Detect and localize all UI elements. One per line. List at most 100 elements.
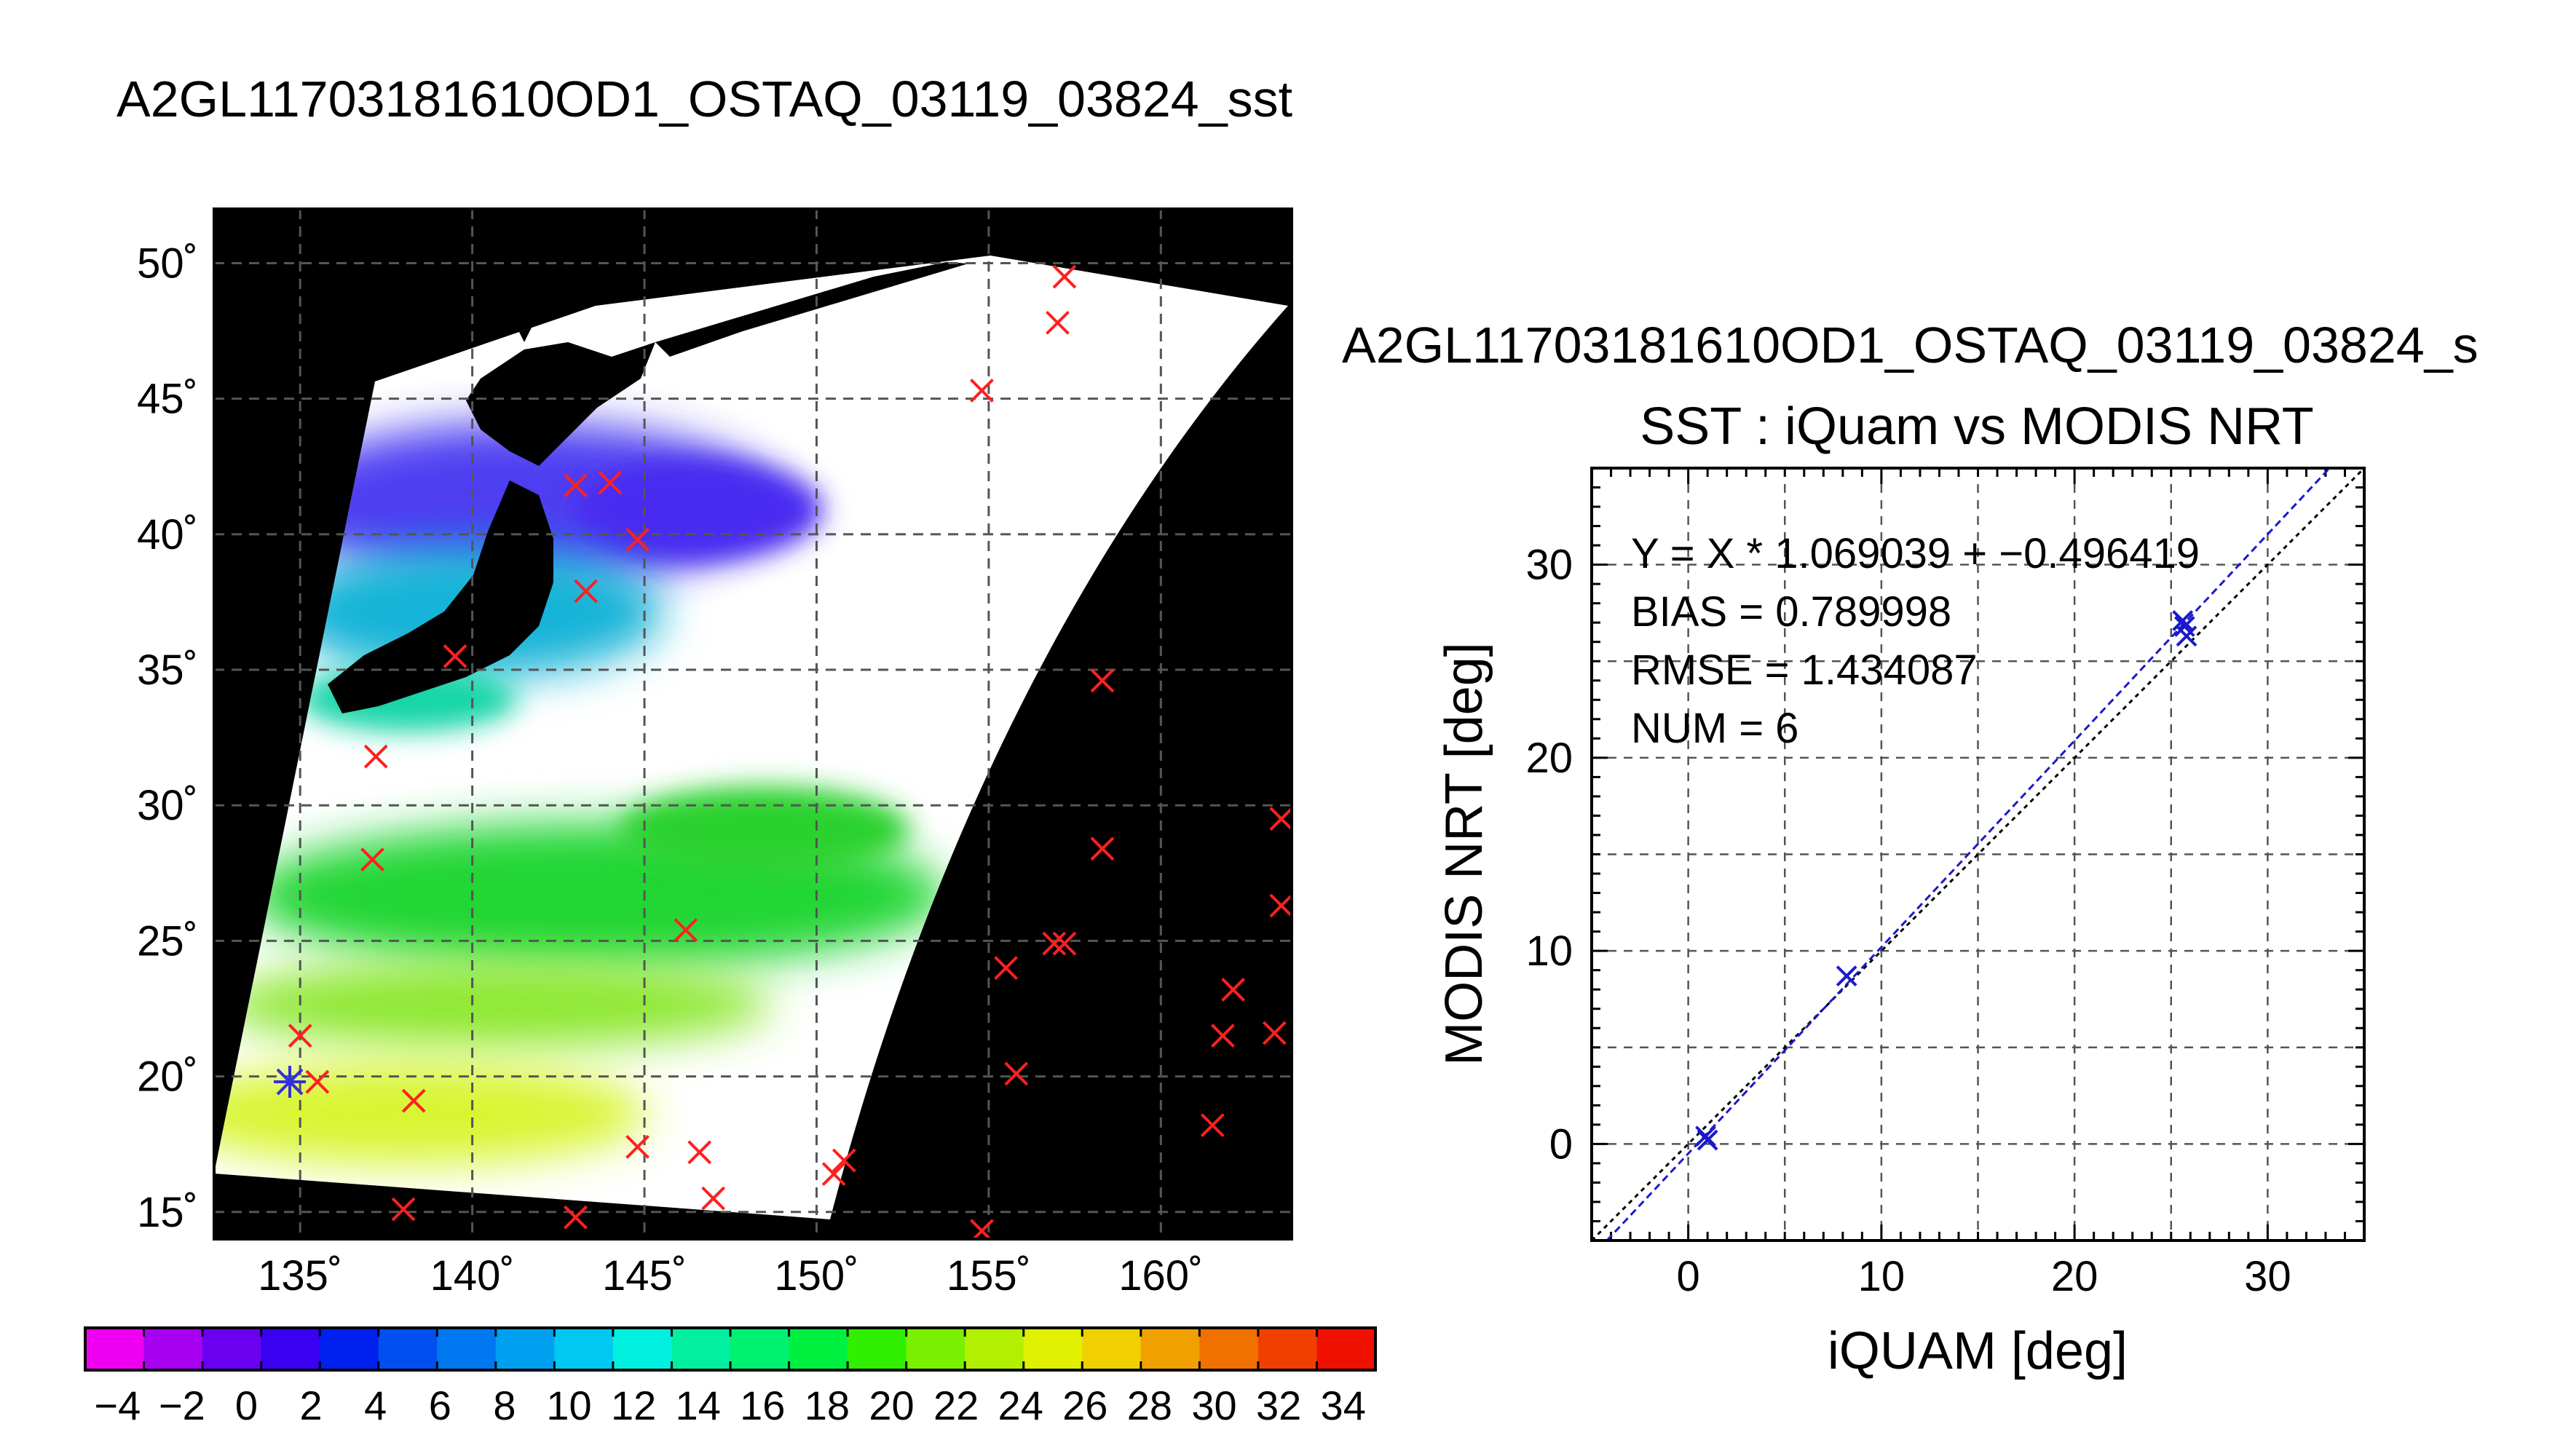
colorbar-cell	[730, 1328, 790, 1370]
map-x-tick-label: 160˚	[1118, 1252, 1203, 1299]
map-match-marker	[598, 470, 623, 495]
map-match-marker	[360, 847, 384, 872]
colorbar: −4 −2 0 2 4 6 8 10 12 14 16 18 20 22 24 26 28 30 32 34	[84, 1326, 1377, 1428]
map-match-markers	[274, 264, 1292, 1239]
scatter-x-tick-label: 20	[2051, 1253, 2098, 1300]
map-y-tick-label: 45˚	[137, 376, 198, 423]
map-match-marker	[832, 1148, 856, 1173]
map-gridlines	[214, 209, 1292, 1239]
map-frame	[213, 207, 1293, 1241]
colorbar-cell	[1316, 1328, 1376, 1370]
colorbar-cell	[1023, 1328, 1083, 1370]
colorbar-cell	[1082, 1328, 1142, 1370]
scatter-supertitle: A2GL11703181610OD1_OSTAQ_03119_03824_s	[1342, 317, 2479, 373]
map-x-tick-label: 155˚	[947, 1252, 1031, 1299]
colorbar-tick-label: 16	[740, 1382, 785, 1428]
colorbar-tick-label: 14	[676, 1382, 721, 1428]
colorbar-tick-label: −2	[159, 1382, 205, 1428]
colorbar-tick-label: 20	[869, 1382, 914, 1428]
map-match-marker	[391, 1197, 416, 1222]
scatter-panel: A2GL11703181610OD1_OSTAQ_03119_03824_s S…	[1342, 317, 2479, 1380]
map-y-tick-label: 50˚	[137, 240, 198, 287]
map-match-marker	[564, 473, 588, 498]
scatter-stat-line: Y = X * 1.069039 + −0.496419	[1631, 530, 2200, 577]
map-match-marker	[1052, 931, 1077, 956]
scatter-x-tick-label: 10	[1858, 1253, 1906, 1300]
map-match-marker	[574, 579, 599, 604]
colorbar-cell	[906, 1328, 965, 1370]
colorbar-tick-label: 32	[1256, 1382, 1301, 1428]
scatter-stat-line: RMSE = 1.434087	[1631, 646, 1978, 694]
map-match-marker	[1090, 668, 1115, 693]
scatter-x-tick-label: 30	[2244, 1253, 2291, 1300]
colorbar-cell	[1199, 1328, 1259, 1370]
scatter-gridlines	[1592, 468, 2364, 1241]
map-match-marker	[1052, 264, 1077, 289]
colorbar-tick-label: 0	[235, 1382, 258, 1428]
scatter-frame	[1590, 467, 2366, 1242]
map-match-marker	[994, 956, 1018, 981]
map-match-marker	[305, 1069, 330, 1094]
map-match-marker	[1269, 807, 1292, 831]
colorbar-tick-label: 28	[1127, 1382, 1172, 1428]
map-match-marker	[970, 379, 994, 403]
colorbar-cell	[1140, 1328, 1200, 1370]
map-x-tick-label: 150˚	[774, 1252, 858, 1299]
scatter-x-tick-label: 0	[1676, 1253, 1699, 1300]
map-panel: 135˚ 140˚ 145˚ 150˚ 155˚ 160˚ 15˚ 20˚ 25˚ 30˚ 35˚ 4…	[137, 207, 1293, 1299]
map-match-marker	[625, 527, 650, 552]
scatter-point	[2172, 610, 2194, 631]
scatter-point	[1697, 1129, 1718, 1151]
scatter-title: SST : iQuam vs MODIS NRT	[1640, 397, 2314, 456]
colorbar-tick-label: 34	[1321, 1382, 1366, 1428]
colorbar-tick-label: 24	[998, 1382, 1043, 1428]
map-match-marker	[1090, 836, 1115, 861]
map-y-tick-label: 35˚	[137, 646, 198, 694]
map-match-marker	[363, 744, 388, 769]
map-match-marker	[443, 644, 467, 668]
colorbar-cell	[437, 1328, 497, 1370]
scatter-stats: Y = X * 1.069039 + −0.496419 BIAS = 0.789…	[1631, 530, 2200, 752]
sst-region-green-yellow	[218, 961, 772, 1048]
colorbar-cell	[143, 1328, 203, 1370]
colorbar-tick-labels: −4 −2 0 2 4 6 8 10 12 14 16 18 20 22 24 26 28 30 32 34	[94, 1382, 1365, 1428]
scatter-point	[1836, 965, 1857, 987]
map-y-tick-label: 25˚	[137, 917, 198, 965]
sst-region-tropical	[214, 1063, 648, 1165]
scatter-point	[2176, 625, 2197, 647]
map-match-marker	[625, 1134, 650, 1159]
map-match-marker	[674, 918, 698, 942]
colorbar-cell	[965, 1328, 1024, 1370]
map-match-marker	[1269, 893, 1292, 918]
scatter-y-tick-label: 0	[1549, 1120, 1573, 1168]
colorbar-tick-label: 12	[611, 1382, 656, 1428]
map-tick-labels: 135˚ 140˚ 145˚ 150˚ 155˚ 160˚ 15˚ 20˚ 25˚ 30˚ 35˚ 4…	[137, 240, 1203, 1299]
colorbar-cell	[554, 1328, 614, 1370]
colorbar-cells	[85, 1328, 1376, 1370]
colorbar-cell	[1257, 1328, 1318, 1370]
scatter-y-tick-label: 20	[1525, 735, 1573, 782]
map-match-marker	[564, 1205, 588, 1230]
colorbar-tick-label: 30	[1191, 1382, 1236, 1428]
map-match-marker	[288, 1024, 312, 1048]
sst-region-cold-east	[575, 459, 823, 561]
map-match-marker	[701, 1186, 726, 1211]
colorbar-tick-label: 26	[1062, 1382, 1107, 1428]
colorbar-tick-label: 18	[805, 1382, 850, 1428]
map-match-marker	[1046, 310, 1070, 335]
map-match-marker	[401, 1088, 426, 1113]
colorbar-tick-label: 2	[300, 1382, 323, 1428]
scatter-y-tick-label: 30	[1525, 542, 1573, 589]
colorbar-tick-label: 22	[933, 1382, 979, 1428]
map-match-marker	[1042, 931, 1067, 956]
map-y-tick-label: 15˚	[137, 1189, 198, 1236]
scatter-points	[1695, 610, 2197, 1151]
map-title: A2GL11703181610OD1_OSTAQ_03119_03824_sst	[117, 71, 1292, 127]
land-hokkaido	[466, 342, 655, 466]
colorbar-frame	[84, 1326, 1377, 1372]
land-kurils	[655, 262, 968, 357]
scatter-x-axis-label: iQUAM [deg]	[1828, 1322, 2128, 1380]
identity-line	[1590, 467, 2366, 1242]
scatter-stat-line: BIAS = 0.789998	[1631, 588, 1951, 636]
